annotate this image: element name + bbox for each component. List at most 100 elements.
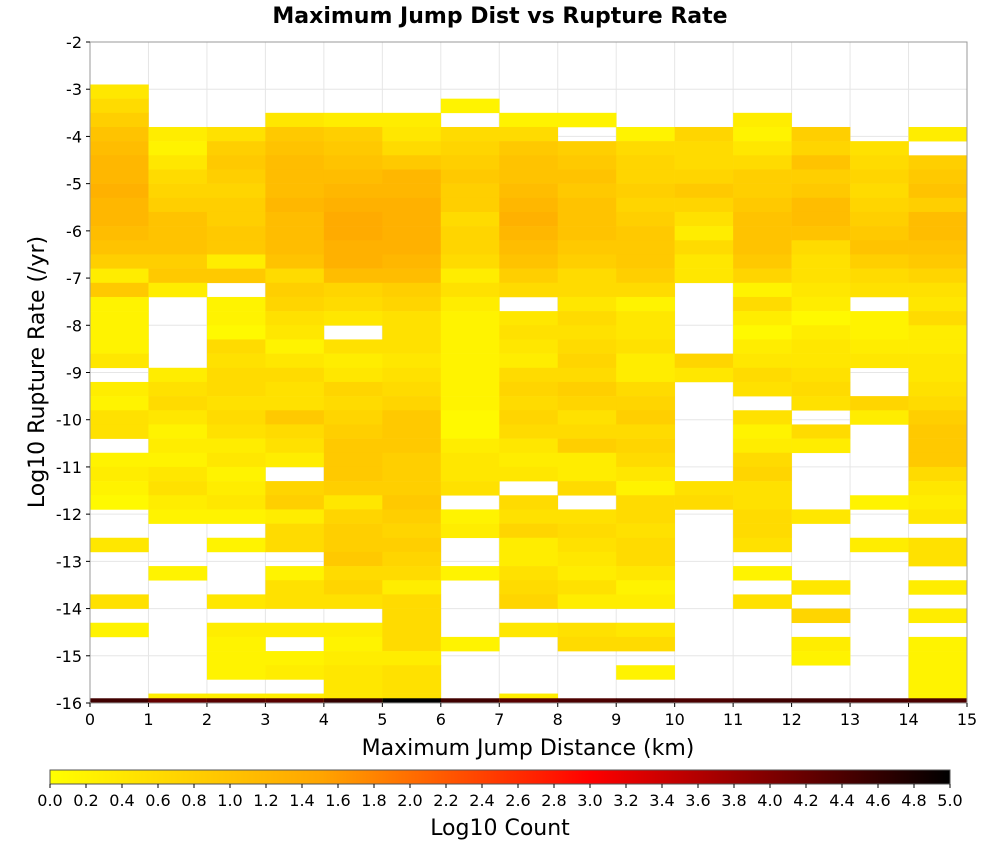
x-tick-label: 14 — [898, 710, 918, 729]
heatmap-cell — [206, 353, 266, 369]
heatmap-cell — [90, 353, 149, 369]
heatmap-cell — [557, 141, 617, 156]
heatmap-cell — [908, 537, 968, 553]
heatmap-cell — [206, 410, 266, 425]
heatmap-cell — [616, 126, 675, 142]
heatmap-cell — [499, 268, 559, 284]
heatmap-cell — [440, 311, 500, 326]
heatmap-cell — [382, 396, 442, 411]
heatmap-cell — [148, 155, 208, 170]
heatmap-cell — [206, 254, 266, 269]
heatmap-cell — [850, 396, 909, 411]
heatmap-cell — [733, 155, 792, 170]
heatmap-cell — [323, 381, 383, 397]
y-tick-label: -15 — [56, 647, 82, 666]
heatmap-cell — [206, 197, 266, 213]
heatmap-cell — [499, 622, 559, 638]
heatmap-cell — [908, 466, 968, 482]
heatmap-cell — [733, 141, 792, 156]
heatmap-cell — [90, 622, 149, 638]
heatmap-cell — [323, 410, 383, 425]
heatmap-cell — [791, 509, 851, 524]
y-tick-label: -12 — [56, 505, 82, 524]
heatmap-cell — [206, 169, 266, 184]
heatmap-cell — [382, 169, 442, 184]
heatmap-cell — [323, 594, 383, 609]
heatmap-cell — [850, 211, 909, 227]
heatmap-cell — [382, 254, 442, 269]
heatmap-cell — [323, 396, 383, 411]
x-tick-label: 5 — [377, 710, 387, 729]
heatmap-cell — [908, 396, 968, 411]
colorbar-tick-label: 1.0 — [217, 791, 242, 810]
heatmap-cell — [148, 183, 208, 199]
heatmap-cell — [148, 566, 208, 581]
colorbar-tick-label: 2.2 — [433, 791, 458, 810]
heatmap-cell — [733, 438, 792, 454]
heatmap-cell — [850, 183, 909, 199]
heatmap-cell — [382, 537, 442, 553]
heatmap-cell — [148, 396, 208, 411]
heatmap-cell — [499, 594, 559, 609]
x-tick-label: 11 — [723, 710, 743, 729]
heatmap-cell — [148, 495, 208, 510]
heatmap-cell — [791, 651, 851, 666]
heatmap-cell — [674, 226, 734, 241]
heatmap-cell — [908, 367, 968, 383]
heatmap-cell — [616, 452, 675, 468]
heatmap-cell — [323, 438, 383, 454]
heatmap-cell — [90, 339, 149, 354]
heatmap-cell — [382, 594, 442, 609]
heatmap-cell — [733, 169, 792, 184]
heatmap-cell — [557, 481, 617, 496]
heatmap-cell — [440, 353, 500, 369]
heatmap-cell — [265, 698, 325, 704]
heatmap-cell — [733, 226, 792, 241]
x-tick-label: 10 — [664, 710, 684, 729]
heatmap-cell — [148, 268, 208, 284]
heatmap-cell — [908, 254, 968, 269]
heatmap-cell — [265, 622, 325, 638]
heatmap-cell — [616, 240, 675, 255]
heatmap-cell — [557, 396, 617, 411]
colorbar-tick-label: 3.8 — [721, 791, 746, 810]
heatmap-cell — [265, 197, 325, 213]
heatmap-cell — [206, 141, 266, 156]
heatmap-cell — [733, 325, 792, 340]
heatmap-cell — [733, 537, 792, 553]
y-tick-label: -16 — [56, 694, 82, 713]
heatmap-cell — [382, 141, 442, 156]
heatmap-cell — [616, 211, 675, 227]
heatmap-cell — [382, 679, 442, 694]
heatmap-cell — [90, 84, 149, 99]
heatmap-cell — [499, 580, 559, 595]
heatmap-cell — [557, 410, 617, 425]
heatmap-cell — [323, 353, 383, 369]
heatmap-cell — [265, 141, 325, 156]
y-axis: -2 -3 -4 -5 -6 -7 -8 -9 -10 -11 -12 -13 -14 -15 -16 — [56, 33, 90, 713]
heatmap-cell — [908, 438, 968, 454]
heatmap-cell — [148, 169, 208, 184]
heatmap-cell — [733, 509, 792, 524]
heatmap-cell — [616, 410, 675, 425]
heatmap-cell — [206, 698, 266, 704]
heatmap-cell — [382, 311, 442, 326]
heatmap-cell — [206, 396, 266, 411]
heatmap-cell — [265, 452, 325, 468]
heatmap-cell — [791, 438, 851, 454]
heatmap-cell — [148, 126, 208, 142]
heatmap-cell — [440, 424, 500, 439]
heatmap-cell — [616, 311, 675, 326]
heatmap-cell — [557, 636, 617, 652]
heatmap-cell — [90, 126, 149, 142]
x-tick-label: 8 — [553, 710, 563, 729]
colorbar-tick-label: 2.8 — [541, 791, 566, 810]
colorbar-tick-label: 2.4 — [469, 791, 494, 810]
heatmap-cell — [382, 296, 442, 312]
heatmap-cell — [908, 608, 968, 624]
heatmap-cell — [206, 268, 266, 284]
heatmap-cell — [206, 438, 266, 454]
heatmap-cell — [499, 396, 559, 411]
heatmap-cell — [90, 268, 149, 284]
heatmap-cell — [148, 452, 208, 468]
